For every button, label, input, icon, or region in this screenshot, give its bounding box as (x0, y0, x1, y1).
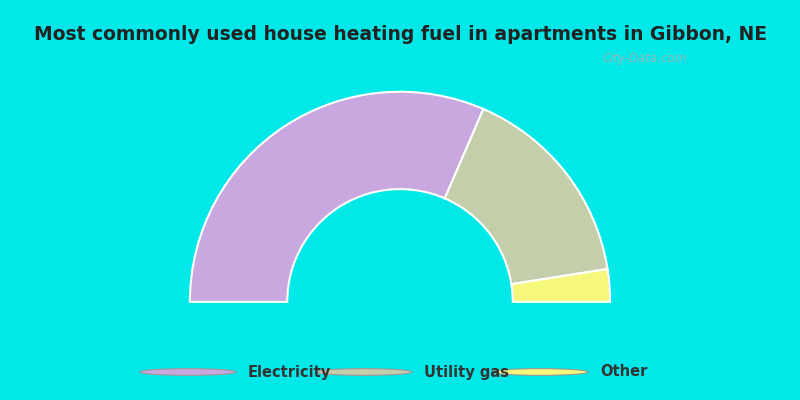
Text: Utility gas: Utility gas (424, 364, 509, 380)
Wedge shape (445, 109, 607, 284)
Text: Electricity: Electricity (248, 364, 331, 380)
Text: City-Data.com: City-Data.com (603, 52, 687, 65)
Circle shape (492, 369, 588, 375)
Wedge shape (511, 269, 610, 302)
Text: Most commonly used house heating fuel in apartments in Gibbon, NE: Most commonly used house heating fuel in… (34, 25, 766, 44)
Wedge shape (190, 92, 483, 302)
Circle shape (140, 369, 236, 375)
Text: Other: Other (600, 364, 647, 380)
Circle shape (316, 369, 412, 375)
